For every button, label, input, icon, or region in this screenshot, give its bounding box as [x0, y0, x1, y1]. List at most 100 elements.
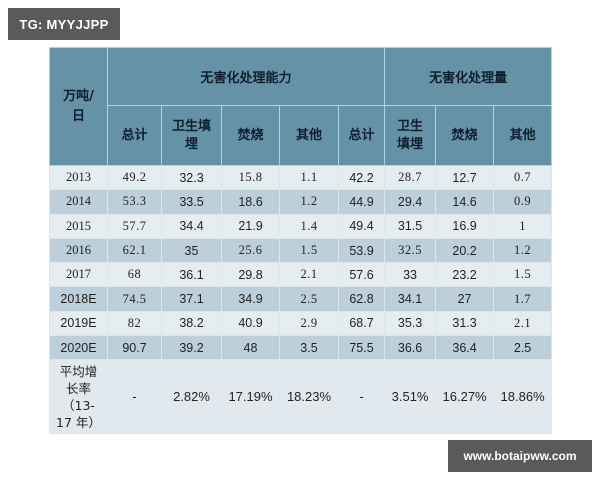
volume-total-cell: 42.2	[337, 164, 386, 191]
capacity-total-cell: 90.7	[107, 335, 162, 361]
volume-landfill-cell: 32.5	[384, 237, 437, 264]
capacity-total-cell: 82	[107, 310, 162, 337]
volume-other-cell: 0.7	[493, 164, 553, 191]
col-volume-total: 总计	[337, 105, 386, 166]
year-cell: 2017	[49, 262, 108, 288]
volume-incineration-cell: 16.9	[435, 213, 495, 239]
table-row: 2018E 74.5 37.1 34.9 2.5 62.8 34.1 27 1.…	[49, 286, 553, 312]
capacity-incineration-cell: 48	[221, 335, 280, 361]
col-capacity-landfill-l1: 卫生填	[171, 118, 211, 134]
volume-total-cell: 53.9	[337, 237, 386, 264]
col-capacity-total: 总计	[107, 105, 162, 166]
growth-rate-label: 平均增 长率 （13- 17 年）	[49, 359, 108, 435]
volume-other-cell: 1.5	[493, 262, 553, 288]
capacity-landfill-cell: 37.1	[161, 286, 222, 312]
capacity-incineration-cell: 34.9	[221, 286, 280, 312]
watermark-bottom-right: www.botaipww.com	[448, 440, 592, 472]
capacity-other-cell: 1.2	[279, 189, 339, 215]
capacity-total-cell: 53.3	[107, 189, 162, 215]
volume-landfill-cell: 36.6	[384, 335, 437, 361]
growth-volume-landfill: 3.51%	[384, 359, 437, 435]
growth-capacity-incineration: 17.19%	[221, 359, 280, 435]
volume-incineration-cell: 36.4	[435, 335, 495, 361]
year-cell: 2018E	[49, 286, 108, 312]
col-capacity-incineration: 焚烧	[221, 105, 280, 166]
capacity-incineration-cell: 21.9	[221, 213, 280, 239]
volume-total-cell: 49.4	[337, 213, 386, 239]
col-volume-landfill-l2: 填埋	[397, 136, 424, 152]
growth-capacity-other: 18.23%	[279, 359, 339, 435]
unit-header-line1: 万吨/	[63, 88, 94, 104]
volume-landfill-cell: 29.4	[384, 189, 437, 215]
year-cell: 2014	[49, 189, 108, 215]
header-row-groups: 万吨/ 日 无害化处理能力 无害化处理量	[49, 47, 553, 166]
volume-landfill-cell: 28.7	[384, 164, 437, 191]
capacity-incineration-cell: 18.6	[221, 189, 280, 215]
col-capacity-landfill: 卫生填埋	[161, 105, 222, 166]
col-volume-incineration: 焚烧	[435, 105, 495, 166]
volume-total-cell: 44.9	[337, 189, 386, 215]
growth-rate-row: 平均增 长率 （13- 17 年） - 2.82% 17.19% 18.23% …	[49, 359, 553, 435]
volume-incineration-cell: 20.2	[435, 237, 495, 264]
growth-volume-total: -	[337, 359, 386, 435]
capacity-total-cell: 74.5	[107, 286, 162, 312]
volume-other-cell: 0.9	[493, 189, 553, 215]
capacity-other-cell: 2.5	[279, 286, 339, 312]
volume-total-cell: 68.7	[337, 310, 386, 337]
volume-incineration-cell: 31.3	[435, 310, 495, 337]
col-volume-landfill-l1: 卫生	[397, 118, 424, 134]
capacity-landfill-cell: 35	[161, 237, 222, 264]
table-row: 2013 49.2 32.3 15.8 1.1 42.2 28.7 12.7 0…	[49, 164, 553, 191]
col-capacity-landfill-l2: 埋	[184, 136, 198, 152]
volume-incineration-cell: 23.2	[435, 262, 495, 288]
growth-volume-incineration: 16.27%	[435, 359, 495, 435]
volume-total-cell: 75.5	[337, 335, 386, 361]
header-row-columns: 总计 卫生填埋 焚烧 其他 总计 卫生 填埋 焚烧 其他	[50, 105, 553, 166]
volume-other-cell: 2.5	[493, 335, 553, 361]
capacity-landfill-cell: 36.1	[161, 262, 222, 288]
volume-landfill-cell: 31.5	[384, 213, 437, 239]
volume-other-cell: 1.2	[493, 237, 553, 264]
watermark-top-left: TG: MYYJJPP	[8, 8, 120, 40]
capacity-total-cell: 68	[107, 262, 162, 288]
year-cell: 2016	[49, 237, 108, 264]
capacity-incineration-cell: 29.8	[221, 262, 280, 288]
volume-other-cell: 2.1	[493, 310, 553, 337]
group-header-volume: 无害化处理量	[384, 47, 553, 106]
volume-total-cell: 62.8	[337, 286, 386, 312]
capacity-total-cell: 49.2	[107, 164, 162, 191]
volume-landfill-cell: 35.3	[384, 310, 437, 337]
volume-incineration-cell: 27	[435, 286, 495, 312]
volume-landfill-cell: 33	[384, 262, 437, 288]
growth-label-l2: 长率	[65, 380, 91, 396]
capacity-incineration-cell: 40.9	[221, 310, 280, 337]
year-cell: 2019E	[49, 310, 108, 337]
growth-capacity-total: -	[107, 359, 162, 435]
year-cell: 2013	[49, 164, 108, 191]
capacity-landfill-cell: 34.4	[161, 213, 222, 239]
col-volume-other: 其他	[493, 105, 553, 166]
growth-label-l4: 17 年）	[56, 414, 101, 430]
capacity-landfill-cell: 38.2	[161, 310, 222, 337]
capacity-other-cell: 1.1	[279, 164, 339, 191]
volume-incineration-cell: 12.7	[435, 164, 495, 191]
growth-label-l3: （13-	[62, 397, 95, 413]
capacity-other-cell: 2.9	[279, 310, 339, 337]
capacity-total-cell: 62.1	[107, 237, 162, 264]
capacity-other-cell: 2.1	[279, 262, 339, 288]
capacity-other-cell: 1.4	[279, 213, 339, 239]
table-row: 2015 57.7 34.4 21.9 1.4 49.4 31.5 16.9 1	[49, 213, 553, 239]
capacity-landfill-cell: 32.3	[161, 164, 222, 191]
table-row: 2020E 90.7 39.2 48 3.5 75.5 36.6 36.4 2.…	[49, 335, 553, 361]
unit-header: 万吨/ 日	[49, 47, 108, 166]
volume-incineration-cell: 14.6	[435, 189, 495, 215]
group-header-capacity: 无害化处理能力	[106, 47, 386, 106]
table-row: 2017 68 36.1 29.8 2.1 57.6 33 23.2 1.5	[49, 262, 553, 288]
volume-other-cell: 1	[493, 213, 553, 239]
year-cell: 2020E	[49, 335, 108, 361]
year-cell: 2015	[49, 213, 108, 239]
growth-capacity-landfill: 2.82%	[161, 359, 222, 435]
capacity-incineration-cell: 15.8	[221, 164, 280, 191]
table-row: 2019E 82 38.2 40.9 2.9 68.7 35.3 31.3 2.…	[49, 310, 553, 337]
col-capacity-other: 其他	[279, 105, 339, 166]
